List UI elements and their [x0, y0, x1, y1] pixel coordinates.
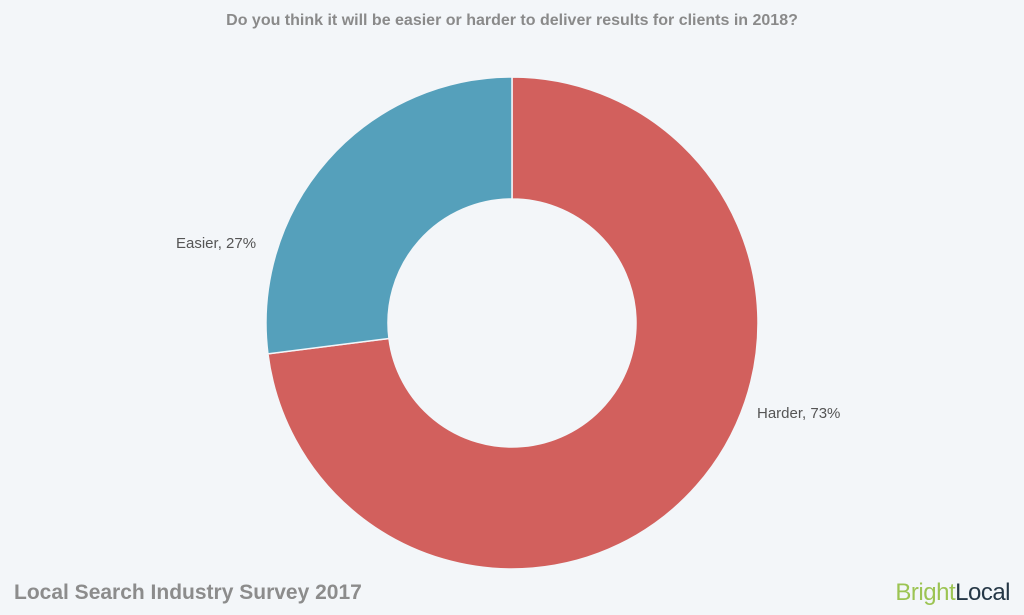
chart-title: Do you think it will be easier or harder… [226, 12, 798, 29]
slice-harder[interactable] [267, 76, 759, 570]
logo-local: Local [955, 579, 1010, 606]
slice-easier[interactable] [265, 76, 513, 355]
logo-bright: Bright [895, 579, 956, 606]
label-easier: Easier, 27% [176, 235, 256, 252]
brightlocal-logo: BrightLocal [895, 579, 1010, 607]
label-harder: Harder, 73% [757, 405, 840, 422]
survey-source: Local Search Industry Survey 2017 [14, 581, 362, 604]
